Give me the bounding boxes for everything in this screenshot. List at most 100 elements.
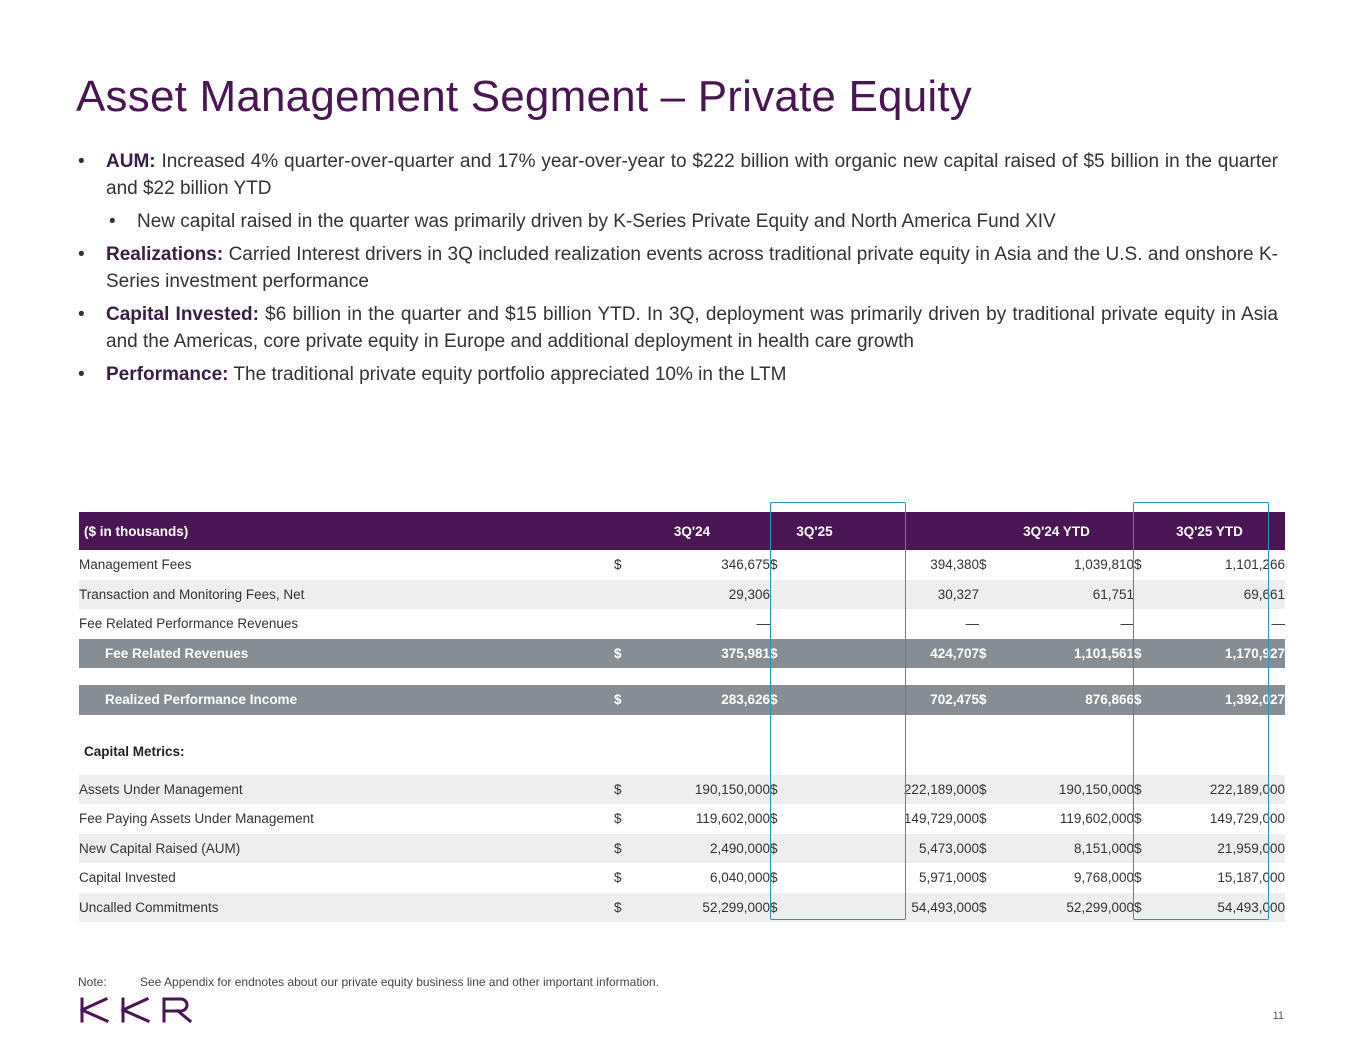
page-number: 11: [1272, 1010, 1284, 1022]
value-cell: 1,101,561: [1003, 638, 1134, 668]
row-label: Realized Performance Income: [79, 685, 614, 715]
dollar-sign: [614, 579, 638, 609]
dollar-sign: $: [1134, 774, 1158, 804]
table-row-uncalled-commitments: Uncalled Commitments $ 52,299,000 $ 54,4…: [79, 892, 1285, 922]
value-cell: 394,380: [930, 557, 979, 573]
bullet-label: Realizations:: [106, 244, 224, 265]
column-header-3q24-ytd: 3Q'24 YTD: [979, 512, 1134, 550]
value-cell: 5,473,000: [794, 833, 979, 863]
footnote: Note: See Appendix for endnotes about our…: [78, 975, 659, 989]
dollar-sign: $: [1134, 811, 1142, 827]
table-row-aum: Assets Under Management $ 190,150,000 $ …: [79, 774, 1285, 804]
value-cell: 29,306: [638, 579, 770, 609]
section-label: Capital Metrics:: [84, 744, 185, 759]
value-cell: 424,707: [794, 638, 979, 668]
dollar-sign: [979, 609, 1003, 639]
bullet-list: AUM: Increased 4% quarter-over-quarter a…: [78, 148, 1278, 394]
value-cell: 1,101,266: [1224, 557, 1285, 573]
value-cell: —: [1271, 616, 1286, 632]
row-label: Uncalled Commitments: [79, 892, 614, 922]
dollar-sign: $: [614, 685, 638, 715]
value-cell: 876,866: [1003, 685, 1134, 715]
row-label: New Capital Raised (AUM): [79, 833, 614, 863]
dollar-sign: $: [614, 870, 622, 886]
dollar-sign: $: [770, 892, 794, 922]
value-cell: 9,768,000: [1073, 870, 1134, 886]
value-cell: 54,493,000: [1158, 892, 1285, 922]
dollar-sign: $: [770, 685, 794, 715]
bullet-text: New capital raised in the quarter was pr…: [137, 211, 1056, 232]
dollar-sign: $: [614, 638, 638, 668]
dollar-sign: $: [979, 870, 987, 886]
value-cell: 375,981: [638, 638, 770, 668]
table-row-fee-related-revenues: Fee Related Revenues $ 375,981 $ 424,707…: [79, 638, 1285, 668]
financial-table: ($ in thousands) 3Q'24 3Q'25 3Q'24 YTD 3…: [79, 512, 1285, 922]
bullet-text: Increased 4% quarter-over-quarter and 17…: [106, 151, 1278, 199]
dollar-sign: $: [614, 811, 622, 827]
dollar-sign: $: [1134, 892, 1158, 922]
table-row-fee-related-performance: Fee Related Performance Revenues — — — —: [79, 609, 1285, 639]
value-cell: 283,626: [638, 685, 770, 715]
value-cell: 52,299,000: [638, 892, 770, 922]
value-cell: 15,187,000: [1217, 870, 1285, 886]
dollar-sign: $: [979, 774, 1003, 804]
column-header-3q25-ytd: 3Q'25 YTD: [1134, 512, 1285, 550]
value-cell: 119,602,000: [695, 811, 770, 827]
value-cell: 149,729,000: [1209, 811, 1285, 827]
dollar-sign: [770, 609, 794, 639]
dollar-sign: [614, 609, 638, 639]
row-label: Fee Paying Assets Under Management: [79, 811, 314, 827]
bullet-realizations: Realizations: Carried Interest drivers i…: [78, 241, 1278, 295]
value-cell: 5,971,000: [918, 870, 979, 886]
dollar-sign: $: [770, 774, 794, 804]
table-section-capital-metrics: Capital Metrics:: [79, 715, 1285, 775]
dollar-sign: $: [979, 685, 1003, 715]
table-header-row: ($ in thousands) 3Q'24 3Q'25 3Q'24 YTD 3…: [79, 512, 1285, 550]
table-row-capital-invested: Capital Invested $ 6,040,000 $ 5,971,000…: [79, 863, 1285, 893]
table-spacer: [79, 668, 1285, 685]
value-cell: 1,039,810: [1073, 557, 1134, 573]
dollar-sign: $: [614, 774, 638, 804]
dollar-sign: $: [1134, 685, 1158, 715]
bullet-text: Carried Interest drivers in 3Q included …: [106, 244, 1278, 292]
table-row-transaction-fees: Transaction and Monitoring Fees, Net 29,…: [79, 579, 1285, 609]
dollar-sign: [770, 579, 794, 609]
table-header-label: ($ in thousands): [79, 512, 614, 550]
note-label: Note:: [78, 975, 107, 989]
value-cell: 190,150,000: [1003, 774, 1134, 804]
bullet-performance: Performance: The traditional private equ…: [78, 361, 1278, 388]
value-cell: 54,493,000: [794, 892, 979, 922]
value-cell: 52,299,000: [1003, 892, 1134, 922]
bullet-label: Performance:: [106, 364, 229, 385]
dollar-sign: $: [614, 557, 622, 573]
dollar-sign: $: [1134, 557, 1142, 573]
row-label: Fee Related Performance Revenues: [79, 616, 299, 632]
dollar-sign: $: [1134, 870, 1142, 886]
value-cell: 149,729,000: [903, 811, 979, 827]
dollar-sign: [979, 579, 1003, 609]
column-header-3q25: 3Q'25: [770, 512, 979, 550]
bullet-text: The traditional private equity portfolio…: [228, 364, 787, 385]
row-label: Management Fees: [79, 557, 192, 573]
dollar-sign: $: [614, 833, 638, 863]
row-label: Fee Related Revenues: [79, 638, 614, 668]
dollar-sign: $: [770, 557, 778, 573]
table-row-new-capital-raised: New Capital Raised (AUM) $ 2,490,000 $ 5…: [79, 833, 1285, 863]
value-cell: 1,170,927: [1158, 638, 1285, 668]
dollar-sign: $: [1134, 833, 1158, 863]
dollar-sign: $: [979, 892, 1003, 922]
dollar-sign: $: [979, 557, 987, 573]
note-text: See Appendix for endnotes about our priv…: [140, 975, 659, 989]
dollar-sign: $: [979, 638, 1003, 668]
value-cell: 190,150,000: [638, 774, 770, 804]
column-header-3q24: 3Q'24: [614, 512, 770, 550]
value-cell: 8,151,000: [1003, 833, 1134, 863]
bullet-aum: AUM: Increased 4% quarter-over-quarter a…: [78, 148, 1278, 202]
bullet-aum-sub: New capital raised in the quarter was pr…: [109, 208, 1278, 235]
bullet-label: AUM:: [106, 151, 156, 172]
value-cell: 61,751: [1003, 579, 1134, 609]
dollar-sign: [1134, 579, 1158, 609]
dollar-sign: $: [770, 811, 778, 827]
dollar-sign: $: [1134, 638, 1158, 668]
value-cell: 1,392,027: [1158, 685, 1285, 715]
